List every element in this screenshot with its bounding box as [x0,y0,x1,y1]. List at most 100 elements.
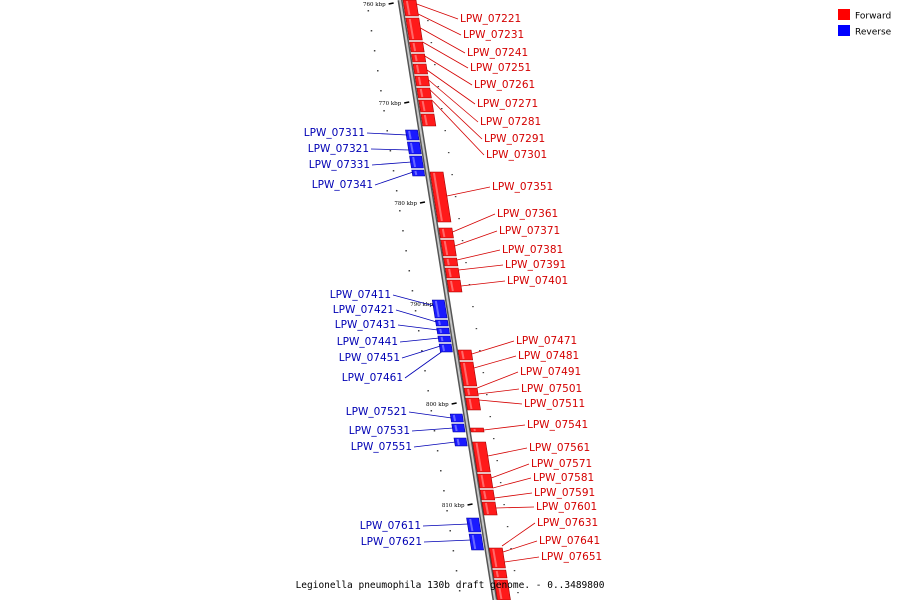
minor-tick [458,590,461,592]
tick-label: 810 kbp [442,503,465,509]
gene-block [493,579,511,600]
forward-gene-label: LPW_07391 [505,259,566,271]
major-tick [467,503,473,506]
forward-leader-line [502,540,538,553]
reverse-gene-label: LPW_07411 [330,289,391,301]
minor-tick [386,130,388,132]
reverse-gene-label: LPW_07421 [333,304,394,316]
gene-block [438,343,453,353]
minor-tick [482,372,485,374]
reverse-leader-line [397,324,439,331]
minor-tick [370,30,373,32]
forward-gene-label: LPW_07381 [502,244,563,256]
gene-block [436,327,450,335]
minor-tick [451,174,453,176]
gene-block [449,413,464,423]
gene-block-shine [484,502,489,515]
forward-leader-line [478,399,523,405]
forward-leader-line [478,388,520,395]
forward-gene-label: LPW_07501 [521,383,582,395]
minor-tick [367,10,370,12]
gene-block [459,361,478,387]
reverse-gene-label: LPW_07311 [304,127,365,139]
gene-block-shine [461,350,465,360]
minor-tick [405,250,407,252]
minor-tick [380,90,382,92]
forward-gene-label: LPW_07241 [467,47,528,59]
forward-gene-label: LPW_07301 [486,149,547,161]
forward-leader-line [420,27,466,54]
gene-block-shine [492,548,498,568]
gene-block [409,155,424,169]
gene-block [412,63,429,75]
gene-block-shine [438,320,441,326]
gene-block [411,53,427,63]
minor-tick [411,290,414,292]
minor-tick [373,50,376,52]
minor-tick [496,460,498,462]
gene-block-shine [456,438,460,446]
minor-tick [408,270,411,272]
forward-leader-line [494,492,533,499]
minor-tick [458,218,460,220]
forward-leader-line [452,213,496,233]
gene-block-shine [412,42,417,52]
tick-label: 800 kbp [426,402,449,408]
gene-block [481,501,498,516]
reverse-leader-line [423,539,472,543]
minor-tick [468,284,471,286]
minor-tick [510,548,512,550]
minor-tick [433,430,436,432]
gene-block-shine [414,170,418,176]
gene-block [468,533,484,551]
gene-block-shine [408,18,415,40]
minor-tick [461,240,464,242]
minor-tick [430,410,433,412]
minor-tick [399,210,401,212]
gene-block-shine [434,300,440,318]
minor-tick [489,416,492,418]
legend-reverse-swatch [838,25,850,36]
reverse-gene-label: LPW_07621 [361,536,422,548]
minor-tick [452,550,455,552]
forward-leader-line [460,280,506,287]
gene-block-shine [421,100,426,112]
gene-block [457,349,474,361]
reverse-leader-line [413,441,456,448]
reverse-gene-label: LPW_07341 [312,179,373,191]
gene-block [451,423,466,433]
tick-label: 780 kbp [394,201,417,207]
forward-gene-label: LPW_07231 [463,29,524,41]
reverse-leader-line [411,427,454,432]
minor-tick [427,390,429,392]
reverse-leader-line [370,148,410,151]
forward-leader-line [473,355,517,369]
gene-block [444,267,461,279]
gene-block-shine [440,336,444,342]
gene-block-shine [448,268,452,278]
forward-gene-label: LPW_07601 [536,501,597,513]
forward-gene-label: LPW_07571 [531,458,592,470]
forward-leader-line [504,556,540,563]
forward-leader-line [458,264,504,271]
minor-tick [434,64,436,66]
gene-block [477,473,494,489]
gene-block-shine [417,76,422,86]
gene-block-shine [454,424,458,432]
forward-gene-label: LPW_07371 [499,225,560,237]
forward-gene-label: LPW_07361 [497,208,558,220]
reverse-gene-label: LPW_07461 [342,372,403,384]
map-caption: Legionella pneumophila 130b draft genome… [296,580,605,591]
forward-gene-label: LPW_07481 [518,350,579,362]
minor-tick [486,394,488,396]
minor-tick [475,328,478,330]
minor-tick [427,20,429,22]
gene-block-shine [468,398,473,410]
forward-gene-label: LPW_07511 [524,398,585,410]
gene-block [402,0,419,17]
forward-gene-label: LPW_07291 [484,133,545,145]
minor-tick [441,108,443,110]
reverse-leader-line [371,161,412,166]
gene-block [416,87,432,99]
reverse-gene-label: LPW_07441 [337,336,398,348]
